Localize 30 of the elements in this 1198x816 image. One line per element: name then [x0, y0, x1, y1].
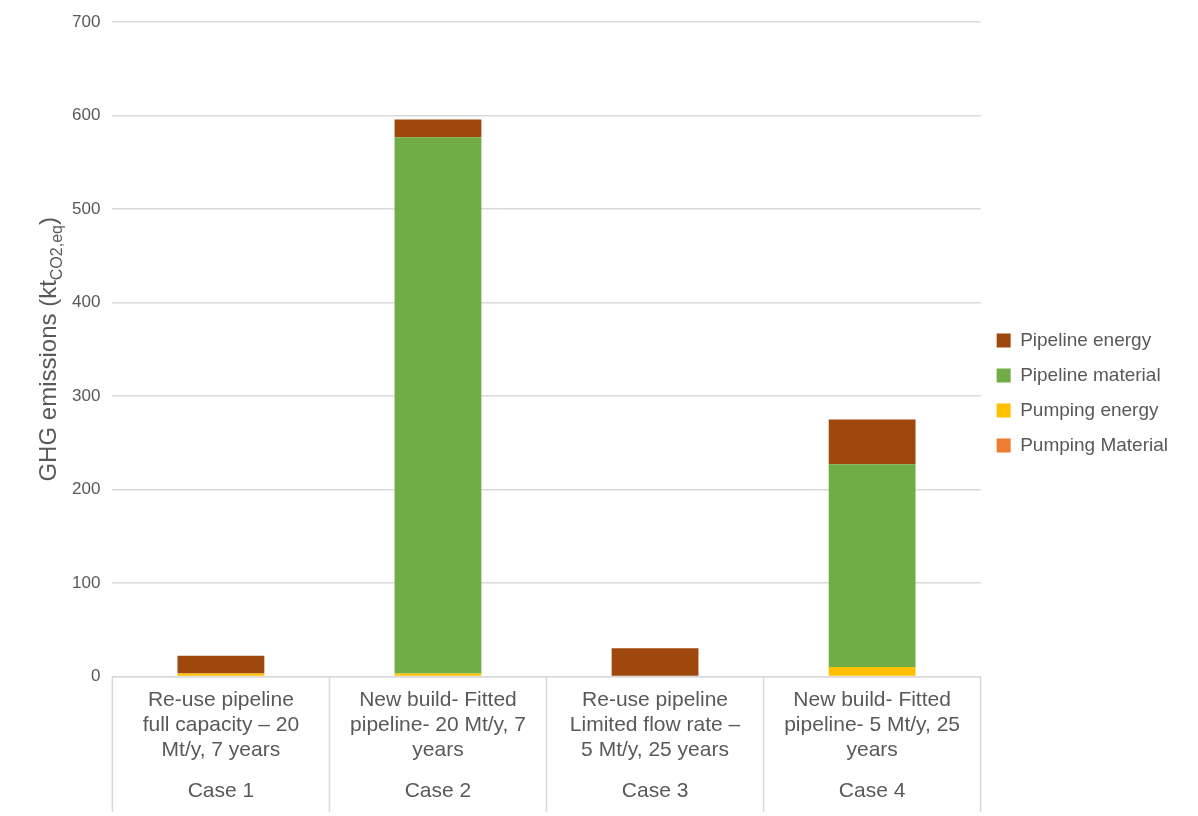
y-tick-label: 200 [71, 479, 101, 499]
bar [177, 655, 265, 674]
text: Case 3 [621, 777, 689, 801]
x-tick-label: New build- Fitted pipeline- 20 Mt/y, 7 years [350, 686, 526, 761]
y-tick-label: 0 [90, 666, 101, 686]
legend-label: Pipeline material [1020, 363, 1161, 385]
bar [394, 119, 482, 138]
bar [611, 648, 699, 676]
text: Case 4 [838, 777, 906, 801]
bar [177, 673, 265, 676]
y-tick-label: 600 [71, 105, 101, 125]
legend-label: Pipeline energy [1020, 328, 1152, 350]
x-tick-label: Re-use pipeline full capacity – 20 Mt/y, 7 years [142, 686, 300, 761]
text: Case 1 [187, 777, 255, 801]
bar [828, 419, 916, 465]
y-tick-label: 700 [71, 11, 101, 31]
y-tick-label: 300 [71, 385, 101, 405]
y-tick-label: 500 [71, 198, 101, 218]
x-tick-label: New build- Fitted pipeline- 5 Mt/y, 25 years [784, 686, 961, 761]
legend-label: Pumping energy [1020, 398, 1160, 420]
y-axis-title: GHG emissions (ktCO2,eq) [34, 217, 65, 482]
bar [828, 667, 916, 676]
bar [394, 673, 482, 676]
y-tick-label: 400 [71, 292, 101, 312]
text: Case 2 [404, 777, 472, 801]
x-tick-label: Re-use pipeline Limited flow rate – 5 Mt/y, 25 years [569, 686, 741, 761]
bar [828, 464, 916, 668]
y-tick-label: 100 [71, 572, 101, 592]
legend-label: Pumping Material [1020, 433, 1168, 455]
bar [394, 137, 482, 674]
